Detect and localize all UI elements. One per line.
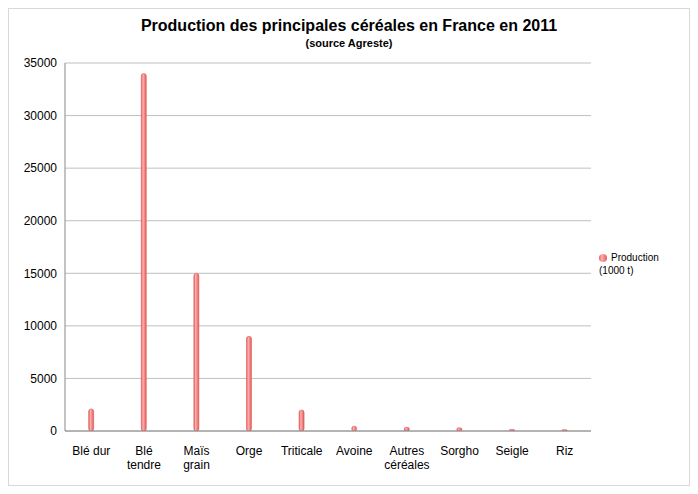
- svg-text:30000: 30000: [24, 109, 58, 123]
- svg-text:15000: 15000: [24, 267, 58, 281]
- svg-text:Blé dur: Blé dur: [72, 444, 110, 458]
- svg-text:0: 0: [50, 424, 57, 438]
- svg-text:Sorgho: Sorgho: [440, 444, 479, 458]
- html-text:(source Agreste): (source Agreste): [305, 37, 393, 49]
- svg-text:25000: 25000: [24, 161, 58, 175]
- svg-text:35000: 35000: [24, 56, 58, 70]
- html-text:Production (1000 t): Production (1000 t): [599, 252, 659, 276]
- svg-text:Orge: Orge: [236, 444, 263, 458]
- svg-text:5000: 5000: [30, 372, 57, 386]
- svg-text:Riz: Riz: [556, 444, 573, 458]
- svg-text:Blétendre: Blétendre: [127, 444, 161, 472]
- svg-text:10000: 10000: [24, 319, 58, 333]
- svg-text:20000: 20000: [24, 214, 58, 228]
- svg-text:Triticale: Triticale: [281, 444, 323, 458]
- svg-text:Maïsgrain: Maïsgrain: [183, 444, 210, 472]
- svg-text:Avoine: Avoine: [336, 444, 373, 458]
- html-text:Production des principales cér: Production des principales céréales en F…: [140, 17, 558, 34]
- svg-text:Autrescéréales: Autrescéréales: [384, 444, 429, 472]
- svg-text:Seigle: Seigle: [495, 444, 529, 458]
